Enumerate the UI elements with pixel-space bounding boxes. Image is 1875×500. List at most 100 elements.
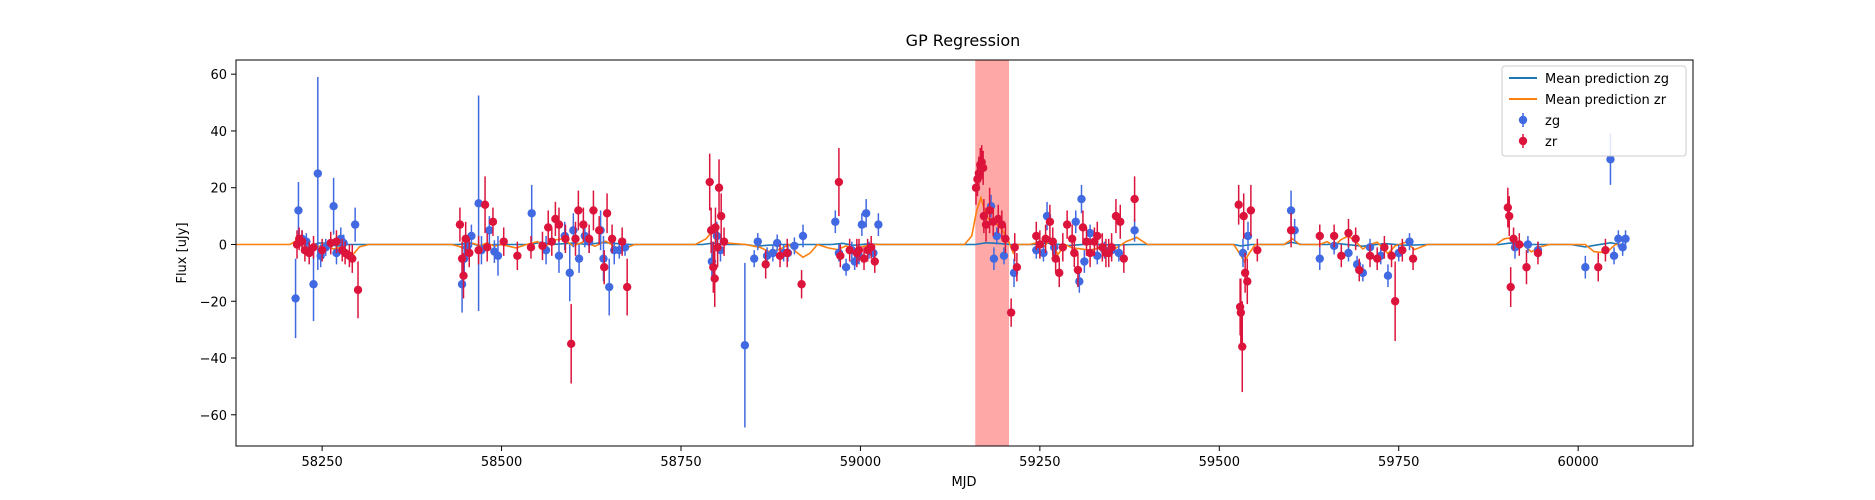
x-tick-label: 58500 — [481, 455, 522, 470]
data-point-zr — [1387, 251, 1396, 261]
data-point-zg — [1614, 234, 1623, 244]
data-point-zg — [474, 199, 483, 208]
data-point-zr — [457, 254, 467, 263]
data-point-zr — [1073, 265, 1083, 275]
data-point-zg — [768, 248, 778, 258]
data-point-zr — [719, 237, 729, 246]
legend-label-zr-prediction: Mean prediction zr — [1545, 93, 1667, 108]
x-tick-label: 59250 — [1019, 455, 1060, 470]
data-point-zr — [1594, 262, 1603, 272]
data-point-zr — [845, 245, 854, 255]
data-point-zr — [974, 169, 984, 178]
data-point-zr — [499, 237, 508, 246]
data-point-zg — [989, 254, 999, 263]
data-point-zg — [493, 251, 503, 261]
data-point-zr — [1010, 243, 1019, 252]
y-axis-label: Flux [uJy] — [175, 222, 190, 283]
y-tick-label: −20 — [200, 295, 227, 310]
x-tick-label: 59000 — [840, 455, 881, 470]
data-point-zg — [1085, 228, 1095, 238]
data-point-zg — [798, 231, 808, 241]
data-point-zr — [332, 237, 341, 246]
y-tick-label: 40 — [210, 125, 227, 140]
data-point-zg — [1114, 248, 1124, 258]
data-point-zg — [1606, 155, 1615, 164]
data-point-zr — [1051, 254, 1060, 263]
x-tick-label: 60000 — [1557, 455, 1598, 470]
data-point-zg — [841, 262, 851, 272]
data-point-zr — [1070, 248, 1079, 258]
data-point-zr — [1006, 308, 1016, 317]
data-point-zg — [1315, 254, 1324, 263]
data-point-zr — [716, 211, 726, 221]
legend-marker-zg — [1518, 113, 1528, 127]
data-point-zr — [1329, 231, 1339, 241]
chart-title: GP Regression — [906, 31, 1021, 50]
data-point-zr — [1067, 234, 1077, 244]
data-point-zr — [1240, 268, 1250, 278]
legend-dot — [1518, 136, 1528, 146]
data-point-zr — [1234, 200, 1243, 209]
legend-marker-zr — [1518, 134, 1528, 148]
data-point-zr — [574, 206, 583, 215]
data-point-zg — [527, 209, 536, 218]
data-point-zr — [711, 223, 720, 232]
data-point-zg — [1077, 194, 1086, 204]
data-point-zg — [1080, 257, 1089, 266]
data-point-zr — [1408, 254, 1418, 263]
data-point-zr — [978, 163, 988, 173]
data-point-zg — [1405, 237, 1414, 246]
y-tick-label: 20 — [210, 182, 227, 197]
data-point-zr — [1058, 243, 1068, 252]
data-point-zg — [565, 268, 574, 278]
data-point-zr — [1246, 206, 1256, 215]
data-point-zr — [1035, 240, 1045, 249]
data-point-zr — [1045, 217, 1055, 226]
data-point-zr — [1243, 277, 1252, 286]
data-point-zg — [753, 237, 762, 246]
data-point-zr — [1078, 223, 1088, 232]
data-point-zr — [488, 217, 498, 226]
data-point-zr — [554, 220, 564, 229]
data-point-zr — [761, 260, 770, 269]
data-point-zr — [1119, 254, 1129, 263]
legend-label-zg: zg — [1545, 114, 1560, 129]
data-point-zr — [544, 223, 553, 232]
data-point-zg — [831, 217, 840, 226]
data-point-zr — [1522, 262, 1531, 272]
data-point-zr — [979, 211, 989, 221]
data-point-zr — [775, 251, 785, 261]
data-point-zg — [1609, 251, 1619, 261]
data-point-zr — [561, 234, 570, 244]
data-point-zg — [1075, 277, 1084, 286]
data-point-zr — [480, 200, 490, 209]
data-point-zr — [1062, 220, 1072, 229]
data-point-zr — [1509, 234, 1518, 244]
data-point-zr — [783, 248, 792, 258]
data-point-zr — [985, 206, 994, 215]
data-point-zg — [574, 254, 584, 263]
data-point-zr — [1503, 203, 1513, 212]
data-point-zr — [602, 209, 612, 218]
data-point-zg — [1581, 262, 1590, 272]
x-axis: 58250 58500 58750 59000 59250 59500 59750 60000 — [301, 446, 1599, 470]
data-point-zr — [526, 243, 536, 252]
data-point-zg — [605, 282, 614, 292]
legend-box — [1501, 65, 1687, 157]
data-point-zr — [836, 251, 845, 261]
data-point-zr — [971, 183, 981, 192]
plot-area — [236, 60, 1630, 446]
data-point-zg — [1618, 243, 1627, 252]
data-point-zr — [1344, 228, 1353, 238]
data-point-zr — [854, 245, 864, 255]
data-point-zr — [538, 241, 547, 251]
data-point-zg — [1286, 206, 1296, 215]
data-point-zr — [1082, 237, 1091, 246]
data-point-zr — [1351, 234, 1360, 244]
series-zg — [291, 77, 1630, 428]
data-point-zr — [1116, 217, 1125, 226]
data-point-zr — [797, 280, 806, 289]
data-point-zr — [1533, 248, 1543, 258]
data-point-zr — [1315, 231, 1324, 241]
